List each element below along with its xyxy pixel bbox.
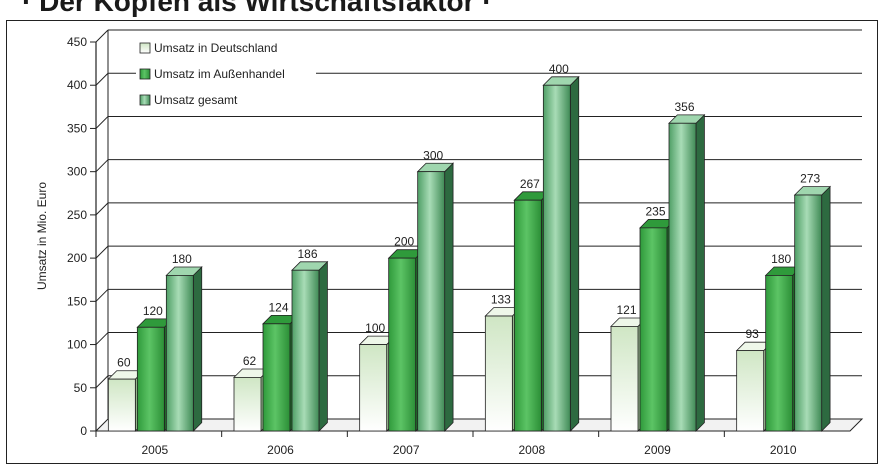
- data-label: 121: [616, 303, 636, 317]
- bar: [136, 326, 165, 432]
- gridline-diagonal: [95, 29, 109, 43]
- gridline-diagonal: [95, 72, 109, 86]
- data-label: 186: [297, 247, 317, 261]
- x-axis: 2005 2006 2007 2008 2009 2010: [95, 431, 797, 457]
- bar: [736, 350, 765, 432]
- legend: Umsatz in Deutschland Umsatz im Außenhand…: [136, 34, 316, 110]
- bar: [291, 269, 320, 432]
- y-tick-label: 0: [80, 424, 87, 438]
- bar-side: [821, 185, 831, 432]
- bar: [668, 122, 697, 432]
- bar: [794, 194, 823, 432]
- gridline-diagonal: [95, 375, 109, 389]
- x-tick-label: 2009: [644, 443, 671, 457]
- gridline-diagonal: [95, 202, 109, 216]
- data-label: 124: [268, 300, 288, 314]
- data-label: 400: [549, 62, 569, 76]
- data-label: 356: [674, 100, 694, 114]
- gridline-diagonal: [95, 288, 109, 302]
- bar: [165, 274, 194, 432]
- page-title: · Der Kopfen als Wirtschaftsfaktor ·: [22, 0, 492, 17]
- gridline-diagonal: [95, 116, 109, 129]
- bar: [542, 84, 571, 432]
- bars: 60 120 180 62 124 186 100 200 300 133 267 400 121 235…: [107, 62, 832, 432]
- data-label: 93: [745, 327, 759, 341]
- x-tick-label: 2006: [267, 443, 294, 457]
- y-tick-label: 250: [67, 208, 87, 222]
- x-tick-label: 2010: [770, 443, 797, 457]
- bar: [765, 274, 794, 432]
- bar: [107, 378, 136, 432]
- y-tick-label: 50: [74, 381, 88, 395]
- x-tick-label: 2005: [141, 443, 168, 457]
- gridline-diagonal: [95, 332, 109, 345]
- bar-side: [192, 266, 203, 432]
- legend-swatch: [139, 42, 151, 54]
- bar: [388, 257, 417, 432]
- x-tick-label: 2008: [518, 443, 545, 457]
- bar-side: [569, 75, 580, 432]
- bar: [639, 227, 668, 432]
- data-label: 100: [365, 321, 385, 335]
- data-label: 300: [423, 148, 443, 162]
- y-tick-label: 400: [67, 78, 87, 92]
- y-tick-label: 350: [67, 121, 87, 135]
- legend-swatch: [139, 94, 151, 106]
- bar: [262, 323, 291, 432]
- data-label: 235: [645, 204, 665, 218]
- y-tick-label: 150: [67, 294, 87, 308]
- bar: [233, 377, 262, 432]
- bar: [484, 315, 513, 432]
- gridline-diagonal: [95, 159, 109, 173]
- gridline-diagonal: [95, 245, 109, 259]
- data-label: 200: [394, 235, 414, 249]
- y-axis-label: Umsatz in Mio. Euro: [35, 182, 49, 290]
- y-tick-label: 450: [67, 35, 87, 49]
- bar-side: [318, 260, 328, 432]
- y-tick-label: 100: [67, 338, 87, 352]
- legend-swatch: [139, 68, 151, 80]
- page-title-strip: · Der Kopfen als Wirtschaftsfaktor ·: [0, 0, 896, 22]
- y-tick-label: 300: [67, 165, 87, 179]
- data-label: 120: [143, 304, 163, 318]
- data-label: 133: [491, 293, 511, 307]
- y-axis: 0 50 100 150 200 250 300 350 400 450: [67, 35, 97, 438]
- data-label: 62: [243, 354, 257, 368]
- bar: [513, 199, 542, 432]
- data-label: 180: [172, 252, 192, 266]
- bar: [359, 344, 388, 432]
- y-tick-label: 200: [67, 251, 87, 265]
- bar-side: [444, 162, 454, 432]
- legend-entry: Umsatz im Außenhandel: [154, 67, 285, 81]
- x-tick-label: 2007: [393, 443, 420, 457]
- bar-side: [695, 113, 705, 432]
- bar: [610, 326, 639, 432]
- bar: [417, 171, 446, 432]
- legend-entry: Umsatz gesamt: [154, 93, 238, 107]
- legend-entry: Umsatz in Deutschland: [154, 41, 277, 55]
- data-label: 60: [117, 356, 131, 370]
- data-label: 273: [800, 172, 820, 186]
- data-label: 267: [520, 177, 540, 191]
- legend-background: [136, 34, 316, 110]
- data-label: 180: [771, 252, 791, 266]
